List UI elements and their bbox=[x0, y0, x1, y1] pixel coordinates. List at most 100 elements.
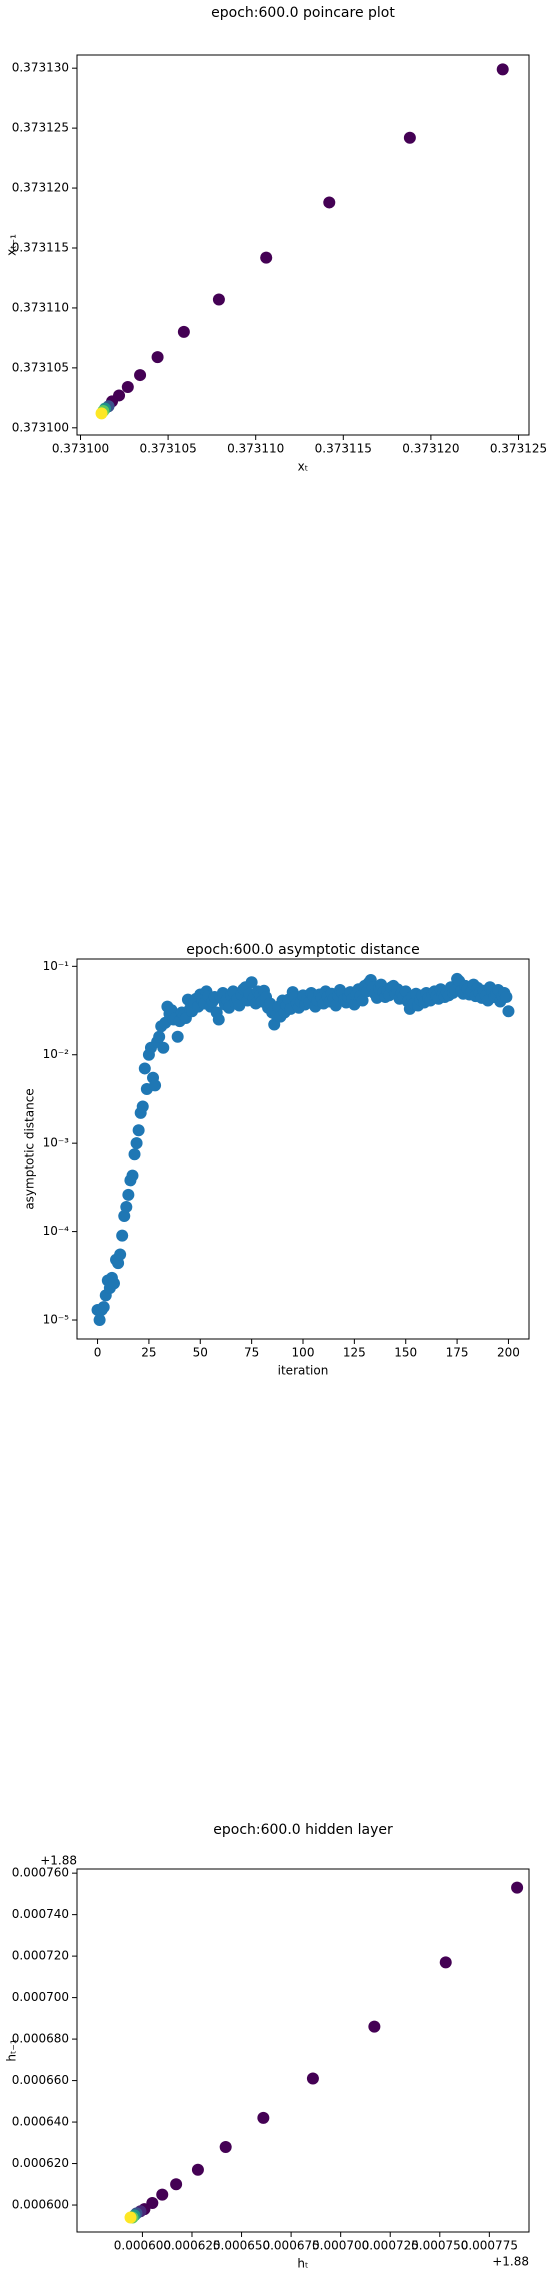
x-axis-label: xₜ bbox=[298, 460, 309, 474]
point bbox=[403, 131, 416, 144]
point bbox=[212, 293, 225, 306]
axes-frame bbox=[76, 54, 530, 436]
x-axis-label: hₜ bbox=[297, 2257, 308, 2269]
point bbox=[191, 2163, 204, 2176]
point bbox=[439, 1956, 452, 1969]
x-tick-label: 50 bbox=[193, 1346, 208, 1360]
y-tick-label: 0.000640 bbox=[12, 2115, 69, 2129]
point bbox=[97, 1301, 110, 1314]
x-offset: +1.88 bbox=[492, 2255, 529, 2269]
y-tick-label: 0.373120 bbox=[12, 181, 69, 195]
point bbox=[157, 1041, 170, 1054]
y-tick-label: 0.000760 bbox=[12, 1866, 69, 1880]
point bbox=[95, 407, 108, 420]
x-tick-label: 0.373110 bbox=[227, 442, 284, 456]
x-tick-label: 0.373125 bbox=[490, 442, 547, 456]
point bbox=[138, 1062, 151, 1075]
y-tick-label: 0.373125 bbox=[12, 121, 69, 135]
point bbox=[93, 1314, 106, 1327]
point bbox=[114, 1248, 127, 1261]
point bbox=[126, 1169, 139, 1182]
point bbox=[118, 1210, 131, 1223]
point bbox=[260, 251, 273, 264]
point bbox=[170, 2178, 183, 2191]
point bbox=[107, 1277, 120, 1290]
y-tick-label: 0.000620 bbox=[12, 2156, 69, 2170]
x-tick-label: 0.373120 bbox=[402, 442, 459, 456]
y-tick-label: 0.373130 bbox=[12, 61, 69, 75]
x-tick-label: 175 bbox=[446, 1346, 469, 1360]
y-axis-label: xₜ₋₁ bbox=[5, 234, 19, 256]
x-tick-label: 0.373115 bbox=[315, 442, 372, 456]
point bbox=[171, 1030, 184, 1043]
y-axis-label: asymptotic distance bbox=[23, 1088, 37, 1209]
y-axis-label: hₜ₋₁ bbox=[5, 2039, 19, 2061]
point bbox=[219, 2140, 232, 2153]
point bbox=[496, 63, 509, 76]
point bbox=[130, 1137, 143, 1150]
x-tick-label: 0.000675 bbox=[262, 2239, 319, 2253]
y-tick-label: 0.000680 bbox=[12, 2032, 69, 2046]
x-tick-label: 0.000625 bbox=[163, 2239, 220, 2253]
x-axis-label: iteration bbox=[278, 1364, 329, 1378]
x-tick-label: 150 bbox=[394, 1346, 417, 1360]
point bbox=[128, 1148, 141, 1161]
point bbox=[511, 1881, 524, 1894]
point bbox=[120, 1200, 133, 1213]
point bbox=[257, 2111, 270, 2124]
chart-title: epoch:600.0 hidden layer bbox=[213, 1822, 393, 1838]
x-tick-label: 0 bbox=[94, 1346, 102, 1360]
y-tick-label: 0.373105 bbox=[12, 360, 69, 374]
chart-title: epoch:600.0 poincare plot bbox=[211, 5, 395, 21]
y-tick-label: 10⁻¹ bbox=[43, 959, 70, 973]
point bbox=[149, 1079, 162, 1092]
point bbox=[132, 1124, 145, 1137]
y-tick-label: 10⁻² bbox=[43, 1047, 70, 1061]
point bbox=[502, 1005, 515, 1018]
point bbox=[116, 1229, 129, 1242]
y-tick-label: 0.000660 bbox=[12, 2073, 69, 2087]
point bbox=[500, 990, 513, 1003]
point bbox=[368, 2020, 381, 2033]
point bbox=[356, 994, 369, 1007]
point bbox=[153, 1030, 166, 1043]
x-tick-label: 25 bbox=[141, 1346, 156, 1360]
point bbox=[323, 196, 336, 209]
point bbox=[156, 2188, 169, 2201]
x-tick-label: 0.000700 bbox=[312, 2239, 369, 2253]
x-tick-label: 0.373105 bbox=[139, 442, 196, 456]
y-tick-label: 0.373115 bbox=[12, 240, 69, 254]
x-tick-label: 125 bbox=[343, 1346, 366, 1360]
y-tick-label: 10⁻³ bbox=[43, 1136, 70, 1150]
x-tick-label: 0.000725 bbox=[362, 2239, 419, 2253]
y-tick-label: 0.373100 bbox=[12, 420, 69, 434]
y-tick-label: 0.000740 bbox=[12, 1907, 69, 1921]
point bbox=[136, 1100, 149, 1113]
x-tick-label: 0.000600 bbox=[114, 2239, 171, 2253]
axes-frame bbox=[76, 958, 530, 1340]
y-tick-label: 0.000600 bbox=[12, 2198, 69, 2212]
x-tick-label: 0.000750 bbox=[411, 2239, 468, 2253]
y-tick-label: 10⁻⁵ bbox=[43, 1313, 70, 1327]
x-tick-label: 0.373100 bbox=[52, 442, 109, 456]
x-tick-label: 0.000650 bbox=[213, 2239, 270, 2253]
point bbox=[124, 2211, 137, 2224]
point bbox=[122, 1188, 135, 1201]
x-tick-label: 200 bbox=[497, 1346, 520, 1360]
axes-frame bbox=[76, 1868, 530, 2233]
y-tick-label: 0.373110 bbox=[12, 300, 69, 314]
x-tick-label: 75 bbox=[244, 1346, 259, 1360]
chart-title: epoch:600.0 asymptotic distance bbox=[186, 942, 419, 958]
x-tick-label: 0.000775 bbox=[461, 2239, 518, 2253]
point bbox=[245, 976, 258, 989]
point bbox=[177, 325, 190, 338]
point bbox=[306, 2072, 319, 2085]
y-offset: +1.88 bbox=[40, 1854, 77, 1868]
x-tick-label: 100 bbox=[292, 1346, 315, 1360]
y-tick-label: 10⁻⁴ bbox=[43, 1224, 70, 1238]
point bbox=[212, 1013, 225, 1026]
point bbox=[121, 381, 134, 394]
y-tick-label: 0.000700 bbox=[12, 1990, 69, 2004]
y-tick-label: 0.000720 bbox=[12, 1949, 69, 1963]
